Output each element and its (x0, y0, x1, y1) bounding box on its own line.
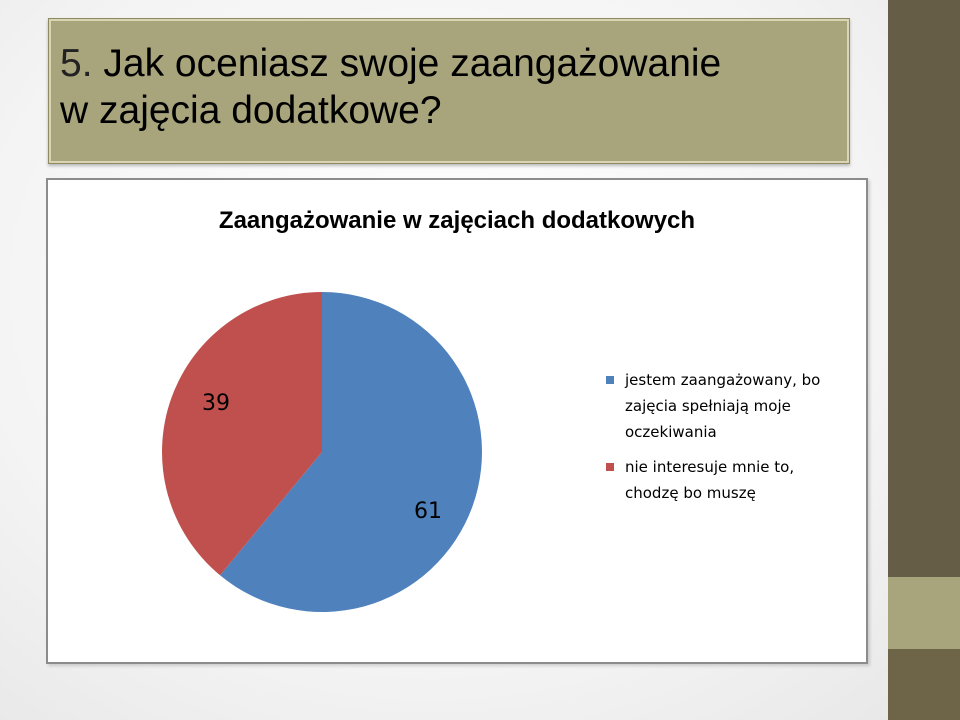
chart-legend: jestem zaangażowany, bo zajęcia spełniają… (606, 371, 820, 502)
data-label-2: 39 (202, 391, 230, 416)
legend-swatch-2 (606, 463, 614, 471)
pie-slices (162, 292, 483, 612)
legend-label-1-line-2: zajęcia spełniają moje (625, 397, 791, 415)
data-labels: 61 39 (202, 391, 442, 524)
legend-label-2-line-2: chodzę bo muszę (625, 484, 756, 502)
legend-label-1-line-1: jestem zaangażowany, bo (624, 371, 820, 389)
slide-title-line-2: w zajęcia dodatkowe? (60, 89, 442, 132)
data-label-1: 61 (414, 499, 442, 524)
slide-title-number: 5. (60, 42, 93, 85)
slide-title-box (48, 18, 850, 164)
legend-label-1-line-3: oczekiwania (625, 423, 717, 441)
chart-frame: Zaangażowanie w zajęciach dodatkowych 61… (46, 178, 868, 664)
legend-label-2-line-1: nie interesuje mnie to, (625, 458, 794, 476)
legend-swatch-1 (606, 376, 614, 384)
slide-title: 5. Jak oceniasz swoje zaangażowanie w za… (60, 40, 840, 134)
pie-chart: Zaangażowanie w zajęciach dodatkowych 61… (162, 207, 820, 612)
pie-slice-2 (162, 292, 322, 576)
decorative-band-stripe (888, 577, 960, 649)
pie-slice-1 (220, 292, 483, 612)
slide-title-text-1: Jak oceniasz swoje zaangażowanie (103, 42, 722, 85)
slide-title-line-1: 5. Jak oceniasz swoje zaangażowanie (60, 40, 840, 87)
chart-title: Zaangażowanie w zajęciach dodatkowych (219, 207, 695, 234)
decorative-band-stripe-lower (888, 649, 960, 720)
